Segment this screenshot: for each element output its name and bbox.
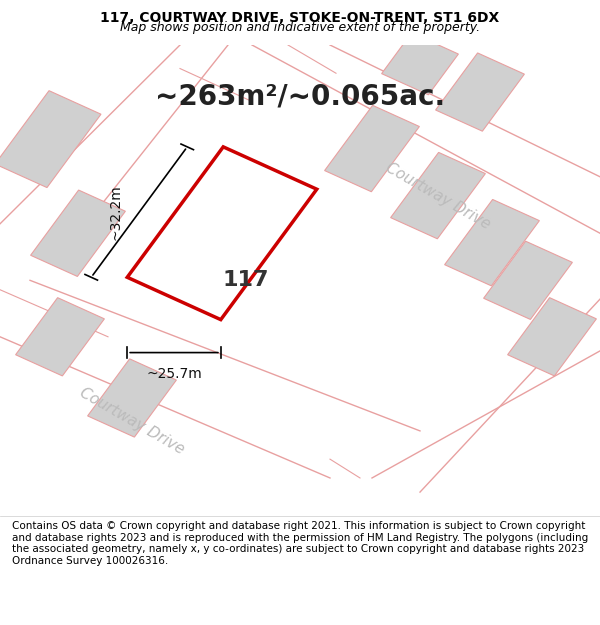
Polygon shape bbox=[31, 190, 125, 276]
Polygon shape bbox=[508, 298, 596, 376]
Polygon shape bbox=[391, 152, 485, 239]
Polygon shape bbox=[484, 241, 572, 319]
Text: ~32.2m: ~32.2m bbox=[108, 184, 122, 240]
Polygon shape bbox=[445, 199, 539, 286]
Text: 117: 117 bbox=[223, 270, 269, 290]
Text: 117, COURTWAY DRIVE, STOKE-ON-TRENT, ST1 6DX: 117, COURTWAY DRIVE, STOKE-ON-TRENT, ST1… bbox=[100, 11, 500, 25]
Text: ~25.7m: ~25.7m bbox=[146, 367, 202, 381]
Polygon shape bbox=[127, 147, 317, 319]
Polygon shape bbox=[382, 33, 458, 95]
Polygon shape bbox=[0, 91, 101, 188]
Polygon shape bbox=[436, 53, 524, 131]
Polygon shape bbox=[325, 106, 419, 192]
Text: Courtway Drive: Courtway Drive bbox=[383, 159, 493, 232]
Text: Contains OS data © Crown copyright and database right 2021. This information is : Contains OS data © Crown copyright and d… bbox=[12, 521, 588, 566]
Text: Map shows position and indicative extent of the property.: Map shows position and indicative extent… bbox=[120, 21, 480, 34]
Polygon shape bbox=[16, 298, 104, 376]
Text: Courtway Drive: Courtway Drive bbox=[77, 386, 187, 458]
Polygon shape bbox=[88, 359, 176, 437]
Text: ~263m²/~0.065ac.: ~263m²/~0.065ac. bbox=[155, 82, 445, 111]
